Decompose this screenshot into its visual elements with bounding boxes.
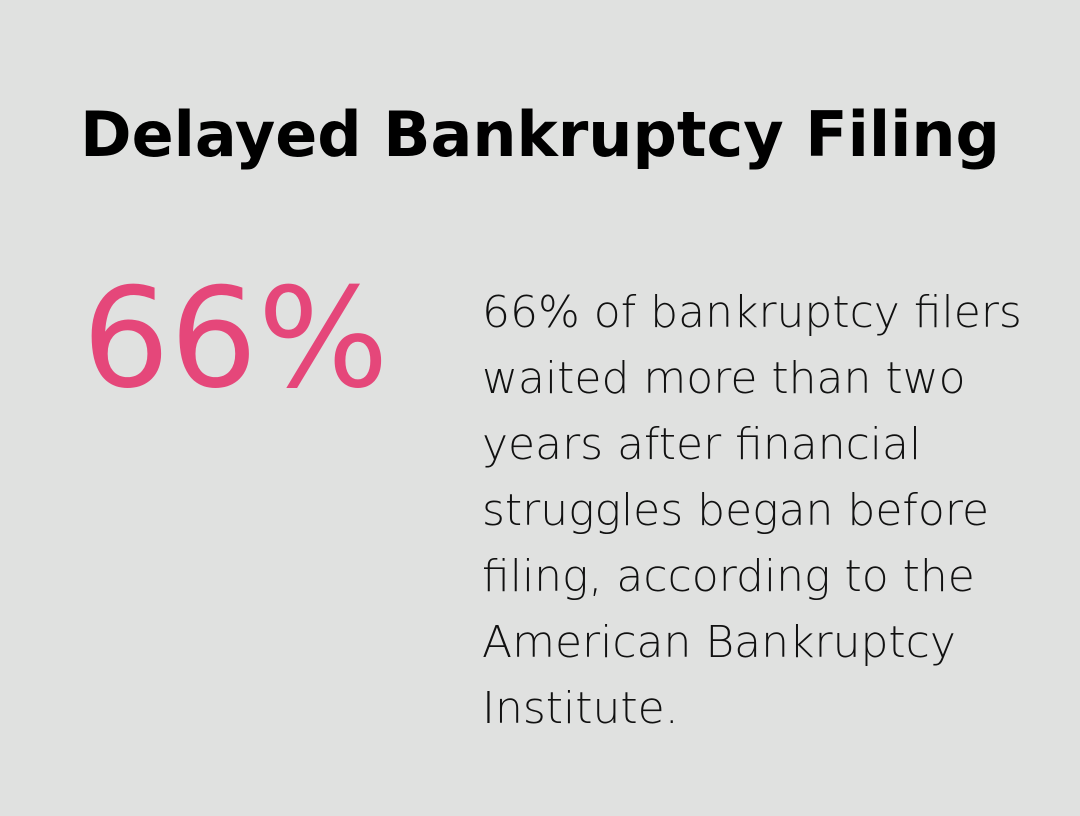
stat-value: 66%: [82, 258, 389, 419]
title: Delayed Bankruptcy Filing: [80, 98, 1000, 171]
stat-description: 66% of bankruptcy filers waited more tha…: [482, 287, 1022, 734]
